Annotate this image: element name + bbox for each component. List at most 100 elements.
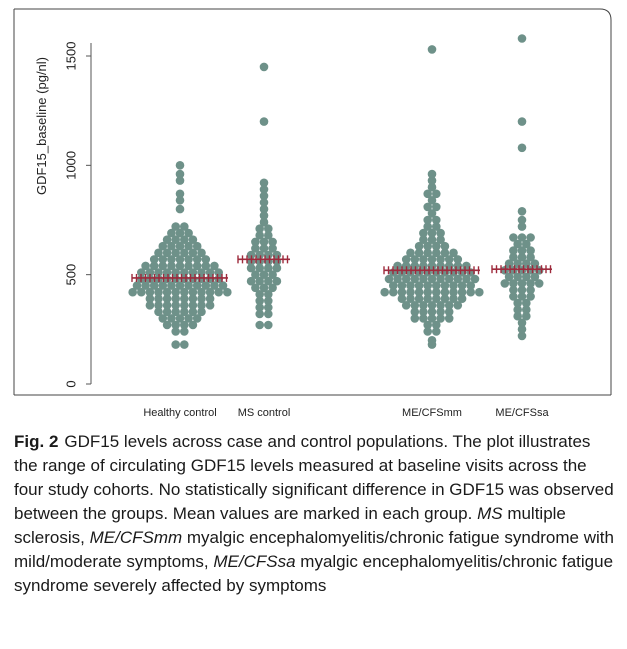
- data-point: [397, 287, 407, 297]
- data-point: [432, 215, 441, 225]
- data-point: [175, 176, 185, 185]
- data-point: [397, 294, 407, 304]
- data-point: [517, 318, 527, 328]
- data-point: [436, 228, 445, 238]
- data-point: [171, 301, 180, 310]
- data-point: [513, 298, 522, 308]
- data-point: [158, 281, 168, 290]
- data-point: [509, 279, 518, 288]
- data-point: [449, 287, 458, 297]
- data-point: [214, 274, 223, 284]
- data-point: [197, 301, 206, 310]
- data-point: [509, 266, 518, 275]
- data-point: [423, 215, 433, 225]
- data-point: [171, 248, 180, 258]
- data-point: [432, 294, 441, 304]
- data-point: [513, 305, 522, 315]
- data-point: [197, 294, 206, 304]
- data-point: [197, 307, 206, 317]
- data-point: [171, 235, 180, 244]
- data-point: [188, 248, 198, 258]
- data-point: [526, 292, 535, 301]
- data-point: [259, 244, 269, 253]
- data-point: [162, 301, 172, 310]
- data-point: [264, 303, 273, 312]
- data-point: [184, 228, 193, 238]
- data-point: [128, 287, 137, 297]
- data-point: [162, 274, 172, 284]
- data-point: [526, 233, 535, 242]
- data-point: [201, 255, 211, 264]
- data-point: [432, 241, 441, 251]
- data-point: [180, 301, 189, 310]
- data-point: [427, 336, 437, 345]
- data-point: [167, 314, 176, 323]
- data-point: [175, 281, 185, 290]
- data-point: [522, 311, 531, 321]
- data-point: [504, 259, 514, 269]
- data-point: [214, 268, 223, 277]
- data-point: [414, 287, 424, 297]
- data-point: [513, 239, 522, 249]
- data-point: [432, 320, 441, 330]
- data-point: [154, 307, 163, 317]
- data-point: [526, 252, 535, 262]
- data-point: [517, 215, 527, 225]
- data-point: [184, 261, 193, 271]
- data-point: [419, 235, 428, 244]
- data-point: [154, 268, 163, 277]
- y-tick-label: 1500: [63, 42, 78, 71]
- data-point: [401, 274, 411, 284]
- data-point: [380, 287, 390, 297]
- mean-markers: [131, 255, 552, 282]
- data-point: [197, 287, 206, 297]
- data-point: [180, 294, 189, 304]
- data-point: [149, 261, 159, 271]
- data-point: [427, 45, 437, 54]
- data-point: [268, 270, 277, 280]
- y-tick-label: 0: [63, 380, 78, 387]
- data-point: [259, 191, 269, 201]
- data-point: [423, 327, 433, 336]
- data-point: [167, 281, 176, 290]
- x-category-label: ME/CFSmm: [402, 407, 462, 419]
- data-point: [141, 261, 150, 271]
- data-point: [251, 270, 260, 280]
- data-point: [132, 281, 142, 290]
- data-point: [201, 281, 211, 290]
- data-point: [180, 248, 189, 258]
- data-point: [255, 296, 264, 306]
- data-point: [264, 296, 273, 306]
- data-point: [500, 279, 510, 288]
- data-point: [137, 287, 146, 297]
- data-point: [259, 204, 269, 214]
- data-point: [162, 294, 172, 304]
- data-point: [180, 340, 189, 349]
- data-point: [436, 235, 445, 244]
- data-point: [162, 307, 172, 317]
- y-axis-ticks: 0 500 1000 1500: [63, 42, 91, 388]
- data-point: [259, 237, 269, 247]
- data-point: [453, 301, 463, 310]
- data-point: [154, 248, 163, 258]
- data-point: [423, 222, 433, 231]
- data-point: [180, 222, 189, 231]
- data-point: [517, 279, 527, 288]
- data-point: [175, 228, 185, 238]
- data-point: [410, 261, 420, 271]
- data-point: [188, 235, 198, 244]
- data-point: [141, 281, 150, 290]
- mean-marker: [131, 273, 228, 282]
- data-point: [401, 301, 411, 310]
- data-point: [432, 202, 441, 212]
- data-point: [188, 320, 198, 330]
- data-point: [171, 268, 180, 277]
- data-point: [440, 294, 450, 304]
- data-point: [427, 169, 437, 179]
- data-point: [427, 182, 437, 192]
- data-point: [419, 274, 428, 284]
- data-point: [517, 233, 527, 242]
- data-point: [457, 287, 467, 297]
- data-point: [509, 246, 518, 255]
